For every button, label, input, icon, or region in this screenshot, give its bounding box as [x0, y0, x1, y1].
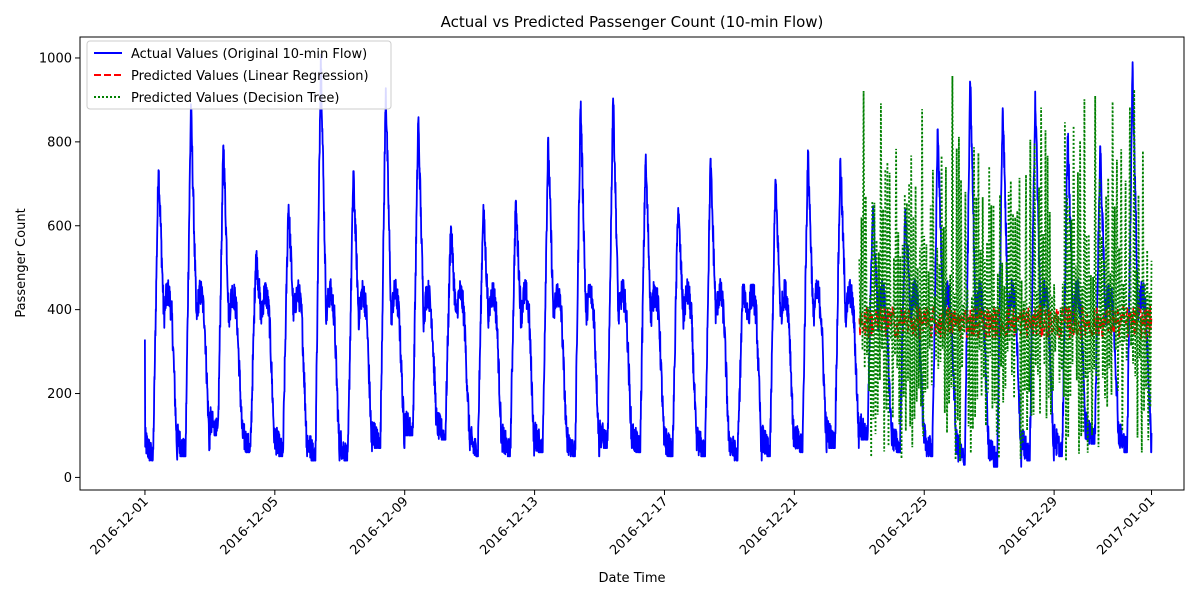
legend-label-actual: Actual Values (Original 10-min Flow): [131, 47, 367, 62]
y-tick-label: 1000: [39, 51, 72, 66]
y-tick-label: 400: [47, 303, 72, 318]
legend: Actual Values (Original 10-min Flow) Pre…: [86, 40, 392, 110]
x-axis-label: Date Time: [598, 571, 665, 586]
legend-label-linear: Predicted Values (Linear Regression): [131, 69, 369, 84]
chart-title: Actual vs Predicted Passenger Count (10-…: [441, 13, 824, 31]
y-axis: 0 200 400 600 800 1000: [39, 51, 80, 486]
y-tick-label: 800: [47, 135, 72, 150]
y-tick-label: 200: [47, 387, 72, 402]
y-tick-label: 600: [47, 219, 72, 234]
plot-frame: [79, 36, 1185, 491]
series-layer: [144, 53, 1153, 468]
y-axis-label: Passenger Count: [14, 208, 29, 317]
legend-box: [86, 40, 392, 110]
legend-label-tree: Predicted Values (Decision Tree): [131, 91, 339, 106]
series-decision-tree: [858, 75, 1153, 462]
y-tick-label: 0: [64, 471, 72, 486]
